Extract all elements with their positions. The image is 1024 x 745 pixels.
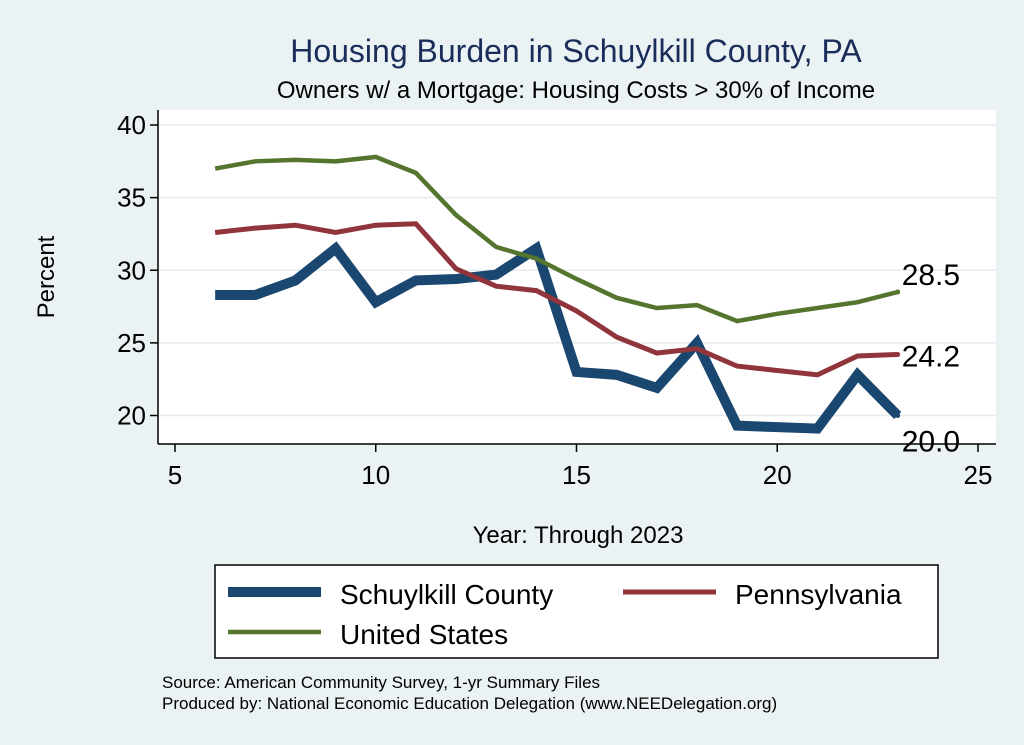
legend-box	[214, 564, 939, 659]
source-note: Source: American Community Survey, 1-yr …	[162, 673, 600, 692]
end-labels: 20.0 24.2 28.5	[902, 259, 960, 458]
series-lines	[214, 154, 902, 434]
y-tick-label: 25	[117, 328, 146, 358]
y-axis-label: Percent	[33, 235, 60, 318]
legend-label: Pennsylvania	[735, 579, 902, 610]
y-tick-label: 35	[117, 183, 146, 213]
x-tick-label: 15	[562, 460, 591, 490]
end-value-label: 28.5	[902, 259, 960, 292]
series-line-united-states	[214, 154, 899, 324]
series-line-schuylkill-county	[215, 240, 902, 434]
y-tick-label: 30	[117, 255, 146, 285]
legend-label: United States	[340, 619, 508, 650]
series-end-point	[895, 289, 901, 295]
series-end-point	[895, 413, 901, 418]
legend: Schuylkill County Pennsylvania United Stat…	[214, 564, 939, 659]
x-axis-label: Year: Through 2023	[473, 522, 684, 549]
producer-note: Produced by: National Economic Education…	[162, 694, 777, 713]
end-value-label: 20.0	[902, 426, 960, 459]
legend-label: Schuylkill County	[340, 579, 553, 610]
x-tick-label: 10	[361, 460, 390, 490]
y-tick-label: 40	[117, 110, 146, 140]
axes: 20 25 30 35 40 5 10 15 20 25	[117, 110, 996, 490]
x-tick-label: 20	[763, 460, 792, 490]
chart-subtitle: Owners w/ a Mortgage: Housing Costs > 30…	[277, 77, 875, 104]
chart-title: Housing Burden in Schuylkill County, PA	[290, 33, 862, 69]
series-line-pennsylvania	[214, 221, 898, 378]
series-end-point	[895, 351, 901, 357]
gridlines	[158, 124, 996, 417]
x-tick-label: 5	[168, 460, 182, 490]
end-value-label: 24.2	[902, 340, 960, 373]
y-tick-label: 20	[117, 401, 146, 431]
x-tick-label: 25	[964, 460, 993, 490]
